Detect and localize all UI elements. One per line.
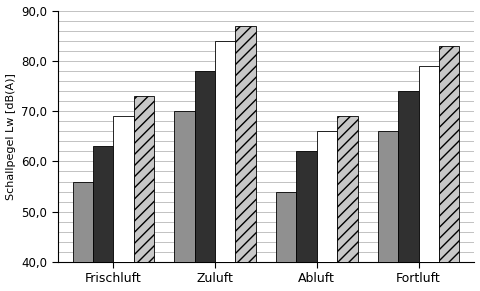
Bar [419, 66, 439, 262]
Bar [439, 46, 459, 262]
Bar [378, 131, 398, 262]
Bar [276, 191, 297, 262]
Bar [73, 182, 93, 262]
Bar [398, 91, 419, 262]
Bar [195, 71, 215, 262]
Bar [134, 96, 154, 262]
Bar [317, 131, 337, 262]
Bar [174, 111, 195, 262]
Bar [113, 116, 134, 262]
Y-axis label: Schallpegel Lw [dB(A)]: Schallpegel Lw [dB(A)] [6, 73, 15, 200]
Bar [236, 26, 256, 262]
Bar [297, 151, 317, 262]
Bar [337, 116, 358, 262]
Bar [215, 41, 236, 262]
Bar [93, 146, 113, 262]
